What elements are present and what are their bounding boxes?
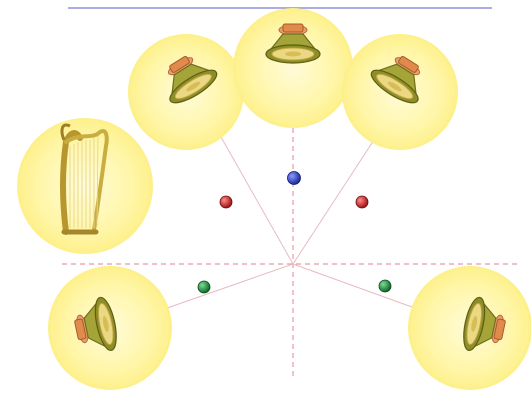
halo-harp: [17, 118, 153, 254]
marker-front-left: [219, 195, 233, 209]
marker-front-right: [355, 195, 369, 209]
harp-icon: [60, 123, 109, 235]
halo-front-center: [233, 8, 353, 128]
marker-rear-right: [378, 279, 392, 293]
marker-center: [287, 171, 301, 185]
marker-rear-left: [197, 280, 211, 294]
